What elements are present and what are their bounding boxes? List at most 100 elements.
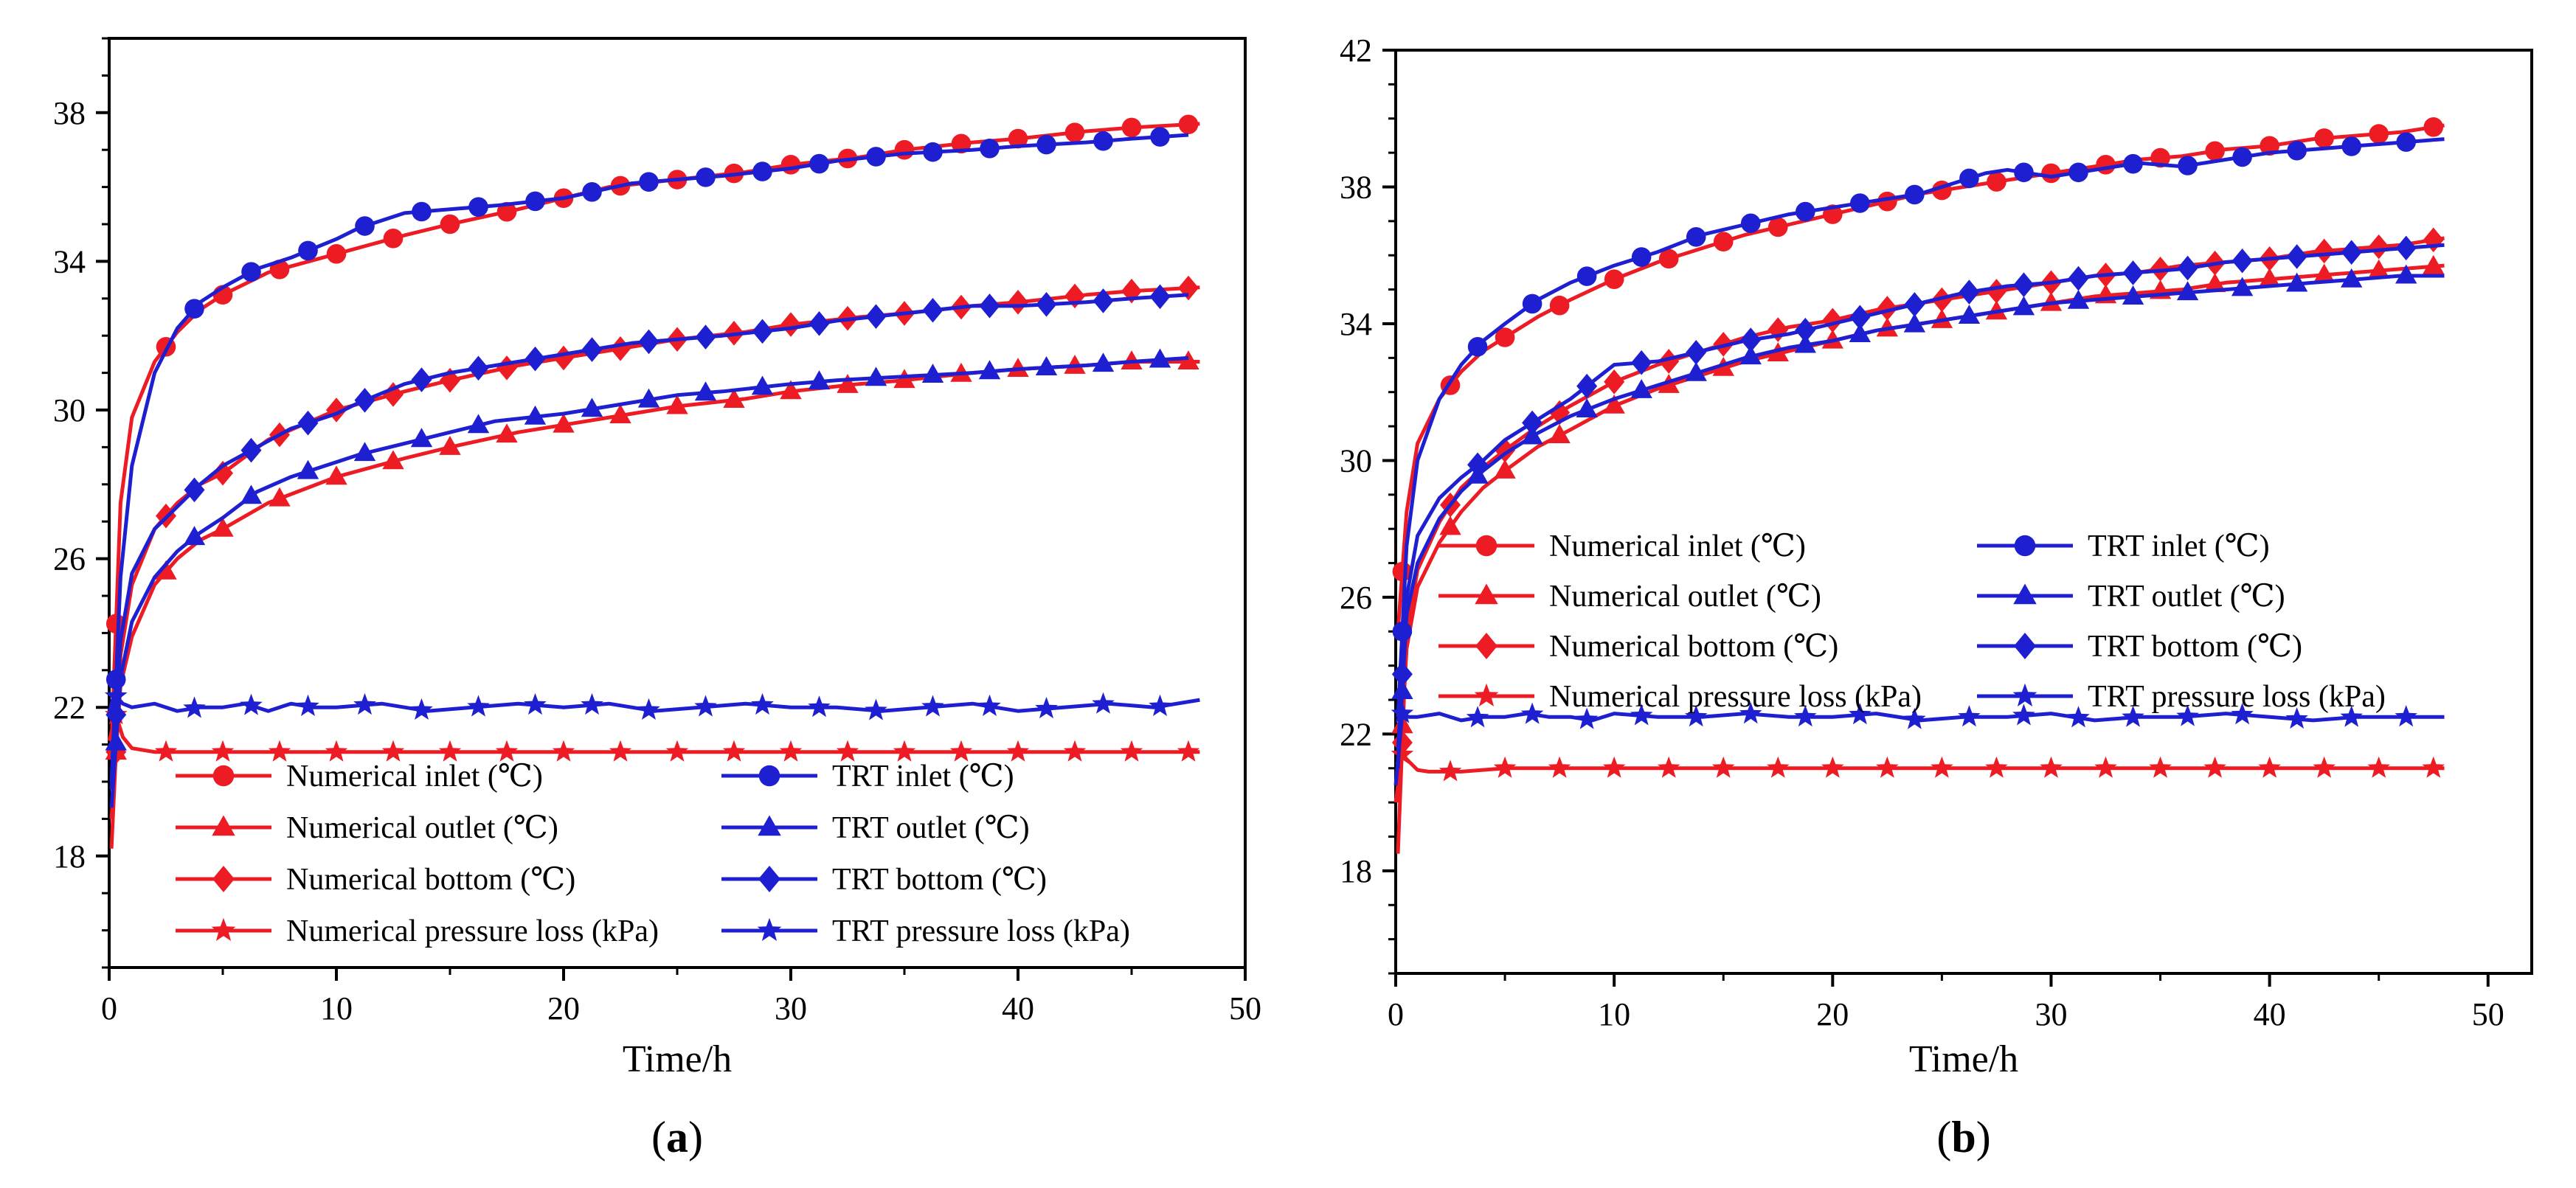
data-point [1713,232,1734,251]
legend-item: TRT pressure loss (kPa) [1977,680,2386,714]
series-7 [1391,235,2445,751]
data-point [921,695,944,717]
series-5 [1392,132,2445,718]
data-point [1658,249,1679,269]
data-point [2232,248,2253,274]
data-point [894,139,915,160]
data-point [2258,756,2281,778]
data-point [2203,273,2226,293]
data-point [1064,122,1085,142]
data-point [1092,692,1115,714]
data-point [2123,153,2143,174]
data-point [1986,279,2007,304]
data-point [610,336,631,361]
data-point [581,692,603,715]
data-point [1604,269,1624,289]
data-point [496,355,517,381]
x-axis-title: Time/h [623,1038,732,1080]
data-point [1684,705,1708,727]
data-point [1850,193,1870,213]
series-8 [104,684,1200,720]
data-point [2176,281,2199,301]
data-point [2313,756,2336,778]
data-point [240,437,262,463]
data-point [2205,141,2225,161]
data-point [524,405,547,425]
legend-label: TRT pressure loss (kPa) [2088,680,2386,714]
data-point [212,517,234,537]
x-tick-label: 30 [775,990,807,1027]
data-point [1576,266,1597,286]
series-6 [1391,264,2445,768]
series-line [1393,752,2445,803]
data-point [1739,702,1762,724]
data-point [269,487,291,507]
data-point [496,423,518,443]
panel-label-open: ( [651,1113,666,1161]
y-tick-label: 26 [53,541,86,577]
data-point [2423,254,2445,274]
data-point [1008,290,1028,315]
data-point [949,740,973,762]
data-point [1063,740,1087,762]
data-point [1177,740,1200,762]
data-point [1391,730,1413,755]
legend: Numerical inlet (℃) Numerical outlet (℃) N… [1438,529,2386,714]
data-point [665,740,689,762]
data-point [297,410,319,436]
data-point [2068,162,2088,183]
data-point [2367,756,2390,778]
data-point [2177,255,2198,281]
legend-marker [1475,633,1498,659]
series-3 [105,275,1200,849]
data-point [1795,317,1816,343]
data-point [2012,296,2035,316]
data-point [2285,272,2308,292]
data-point [866,147,886,167]
legend-marker [212,815,235,836]
legend-item: Numerical outlet (℃) [176,811,558,845]
chart-panel-a: 0 10 20 30 40 50 18 22 26 30 34 38 Numerical inlet (… [53,37,1261,1161]
data-point [440,214,460,235]
data-point [1392,621,1413,642]
data-point [240,693,263,715]
data-point [1036,291,1057,317]
data-point [1686,339,1707,365]
data-point [2369,124,2389,144]
data-point [184,477,205,503]
data-point [2176,704,2199,726]
legend-marker [2012,683,2037,706]
data-point [383,382,404,407]
data-point [2341,136,2361,156]
chart-panel-b: 0 10 20 30 40 50 18 22 26 30 34 38 42 Numerical inlet… [1340,32,2533,1161]
data-point [809,153,829,174]
legend-item: TRT bottom (℃) [1977,630,2302,664]
data-point [2231,277,2254,296]
data-point [525,191,545,212]
data-point [979,293,1000,319]
data-point [695,324,716,350]
data-point [438,740,462,762]
data-point [722,740,746,762]
data-point [1903,313,1926,333]
data-point [104,684,128,706]
data-point [1903,707,1926,729]
x-tick-label: 0 [1388,996,1404,1032]
data-point [1794,333,1816,353]
data-point [2040,756,2063,778]
data-point [468,355,489,381]
data-point [2286,244,2307,269]
data-point [1548,756,1571,778]
series-6 [105,348,1189,808]
series-5 [105,127,1189,782]
data-point [1740,327,1762,352]
data-point [410,698,433,720]
data-point [2067,289,2090,309]
data-point [609,740,632,762]
data-point [1849,703,1872,725]
legend-marker [212,866,235,892]
y-tick-label: 34 [53,243,86,279]
data-point [1849,305,1871,330]
data-point [1438,760,1462,782]
legend-label: TRT bottom (℃) [2088,630,2302,664]
